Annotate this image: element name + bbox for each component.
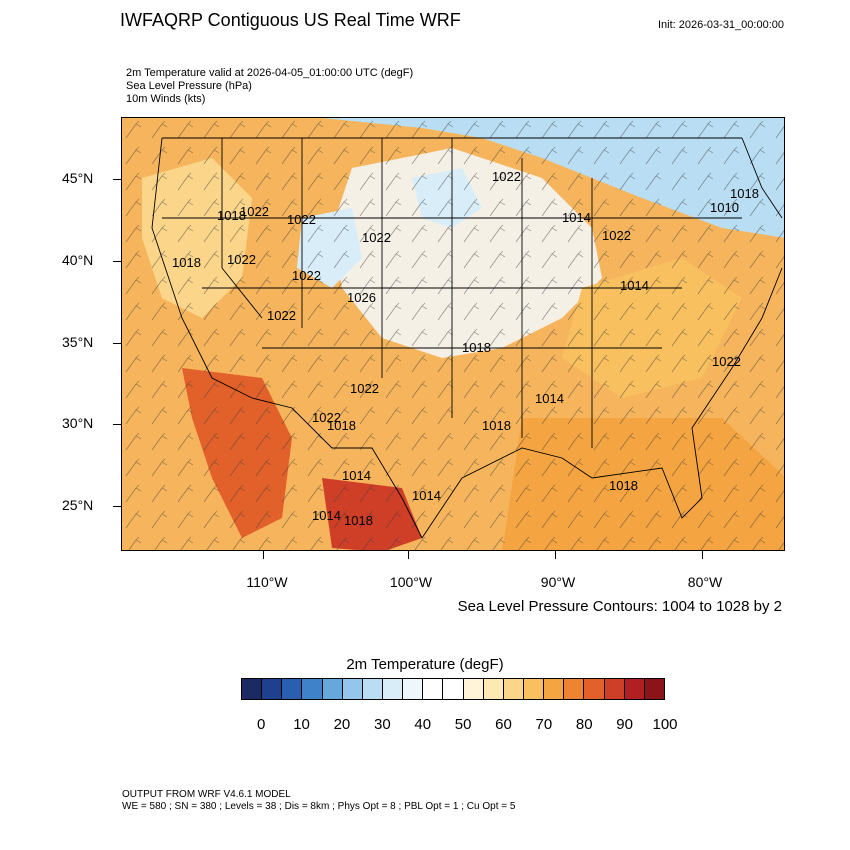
pressure-label: 1018 xyxy=(327,418,356,433)
lon-tick xyxy=(408,551,409,559)
field-pressure: Sea Level Pressure (hPa) xyxy=(126,80,252,92)
contour-note: Sea Level Pressure Contours: 1004 to 102… xyxy=(457,598,782,615)
colorbar-swatch xyxy=(644,679,664,699)
colorbar-swatch xyxy=(544,679,565,699)
colorbar-swatch xyxy=(463,679,484,699)
pressure-label: 1014 xyxy=(312,508,341,523)
colorbar-swatch xyxy=(322,679,343,699)
lon-tick xyxy=(555,551,556,559)
pressure-label: 1018 xyxy=(172,255,201,270)
pressure-label: 1018 xyxy=(344,513,373,528)
pressure-label: 1018 xyxy=(217,208,246,223)
colorbar-label: 90 xyxy=(616,716,633,733)
pressure-label: 1022 xyxy=(312,410,341,425)
pressure-label: 1022 xyxy=(240,204,269,219)
colorbar-swatch xyxy=(624,679,645,699)
pressure-label: 1022 xyxy=(602,228,631,243)
colorbar-swatch xyxy=(242,679,263,699)
wind-barbs-layer xyxy=(122,118,784,550)
pressure-label: 1014 xyxy=(535,391,564,406)
pressure-label: 1022 xyxy=(292,268,321,283)
lat-tick xyxy=(113,424,121,425)
pressure-label: 1014 xyxy=(342,468,371,483)
colorbar-label: 60 xyxy=(495,716,512,733)
pressure-label: 1022 xyxy=(350,381,379,396)
pressure-label: 1026 xyxy=(347,290,376,305)
pressure-label: 1010 xyxy=(710,200,739,215)
lat-label-30: 30°N xyxy=(62,415,94,431)
colorbar-swatch xyxy=(382,679,404,699)
lon-label-90: 90°W xyxy=(540,574,576,590)
colorbar-label: 20 xyxy=(333,716,351,733)
lat-tick xyxy=(113,261,121,262)
field-winds: 10m Winds (kts) xyxy=(126,93,206,105)
temperature-colorbar xyxy=(241,678,665,700)
lon-label-100: 100°W xyxy=(389,574,433,590)
colorbar-label: 40 xyxy=(414,716,432,733)
colorbar-swatch xyxy=(503,679,524,699)
lat-tick xyxy=(113,179,121,180)
colorbar-label: 80 xyxy=(575,716,593,733)
colorbar-swatch xyxy=(282,679,303,699)
pressure-label: 1014 xyxy=(412,488,441,503)
lat-label-40: 40°N xyxy=(62,252,94,268)
pressure-label: 1022 xyxy=(227,252,256,267)
pressure-label: 1022 xyxy=(712,354,741,369)
lon-label-80: 80°W xyxy=(687,574,723,590)
pressure-label: 1018 xyxy=(730,186,759,201)
pressure-label: 1018 xyxy=(482,418,511,433)
pressure-label: 1018 xyxy=(462,340,491,355)
colorbar-swatch xyxy=(403,679,424,699)
colorbar-swatch xyxy=(362,679,383,699)
colorbar-label: 50 xyxy=(454,716,472,733)
colorbar-swatch xyxy=(423,679,444,699)
colorbar-swatch xyxy=(584,679,605,699)
lon-tick xyxy=(702,551,703,559)
pressure-label: 1014 xyxy=(620,278,649,293)
init-time: Init: 2026-03-31_00:00:00 xyxy=(658,19,784,31)
colorbar-label: 0 xyxy=(257,716,266,733)
lon-tick xyxy=(263,551,264,559)
pressure-label: 1018 xyxy=(609,478,638,493)
colorbar-label: 30 xyxy=(373,716,391,733)
lat-label-45: 45°N xyxy=(62,170,94,186)
colorbar-label: 70 xyxy=(535,716,553,733)
colorbar-swatch xyxy=(342,679,363,699)
colorbar-label: 100 xyxy=(652,716,678,733)
lat-tick xyxy=(113,506,121,507)
lon-label-110: 110°W xyxy=(246,574,288,590)
pressure-label: 1022 xyxy=(492,169,521,184)
colorbar-swatch xyxy=(443,679,464,699)
pressure-label: 1022 xyxy=(287,212,316,227)
lat-tick xyxy=(113,343,121,344)
map-title: IWFAQRP Contiguous US Real Time WRF xyxy=(120,10,461,30)
colorbar-swatch xyxy=(604,679,625,699)
state-boundaries xyxy=(151,137,783,539)
weather-map: 1022 1010 1018 1014 1022 1018 1022 1022 1018 1022… xyxy=(121,117,785,551)
colorbar-title: 2m Temperature (degF) xyxy=(346,656,504,673)
lat-label-25: 25°N xyxy=(62,497,94,513)
pressure-label: 1014 xyxy=(562,210,591,225)
colorbar-label: 10 xyxy=(293,716,310,733)
lat-label-35: 35°N xyxy=(62,334,94,350)
field-temperature: 2m Temperature valid at 2026-04-05_01:00… xyxy=(126,67,414,79)
map-canvas xyxy=(122,118,784,550)
pressure-label: 1022 xyxy=(362,230,391,245)
colorbar-swatch xyxy=(523,679,545,699)
colorbar-swatch xyxy=(483,679,504,699)
footer-model: OUTPUT FROM WRF V4.6.1 MODEL xyxy=(122,789,291,800)
colorbar-swatch xyxy=(564,679,585,699)
footer-config: WE = 580 ; SN = 380 ; Levels = 38 ; Dis … xyxy=(122,801,516,812)
colorbar-swatch xyxy=(302,679,323,699)
colorbar-swatch xyxy=(262,679,283,699)
pressure-label: 1022 xyxy=(267,308,296,323)
